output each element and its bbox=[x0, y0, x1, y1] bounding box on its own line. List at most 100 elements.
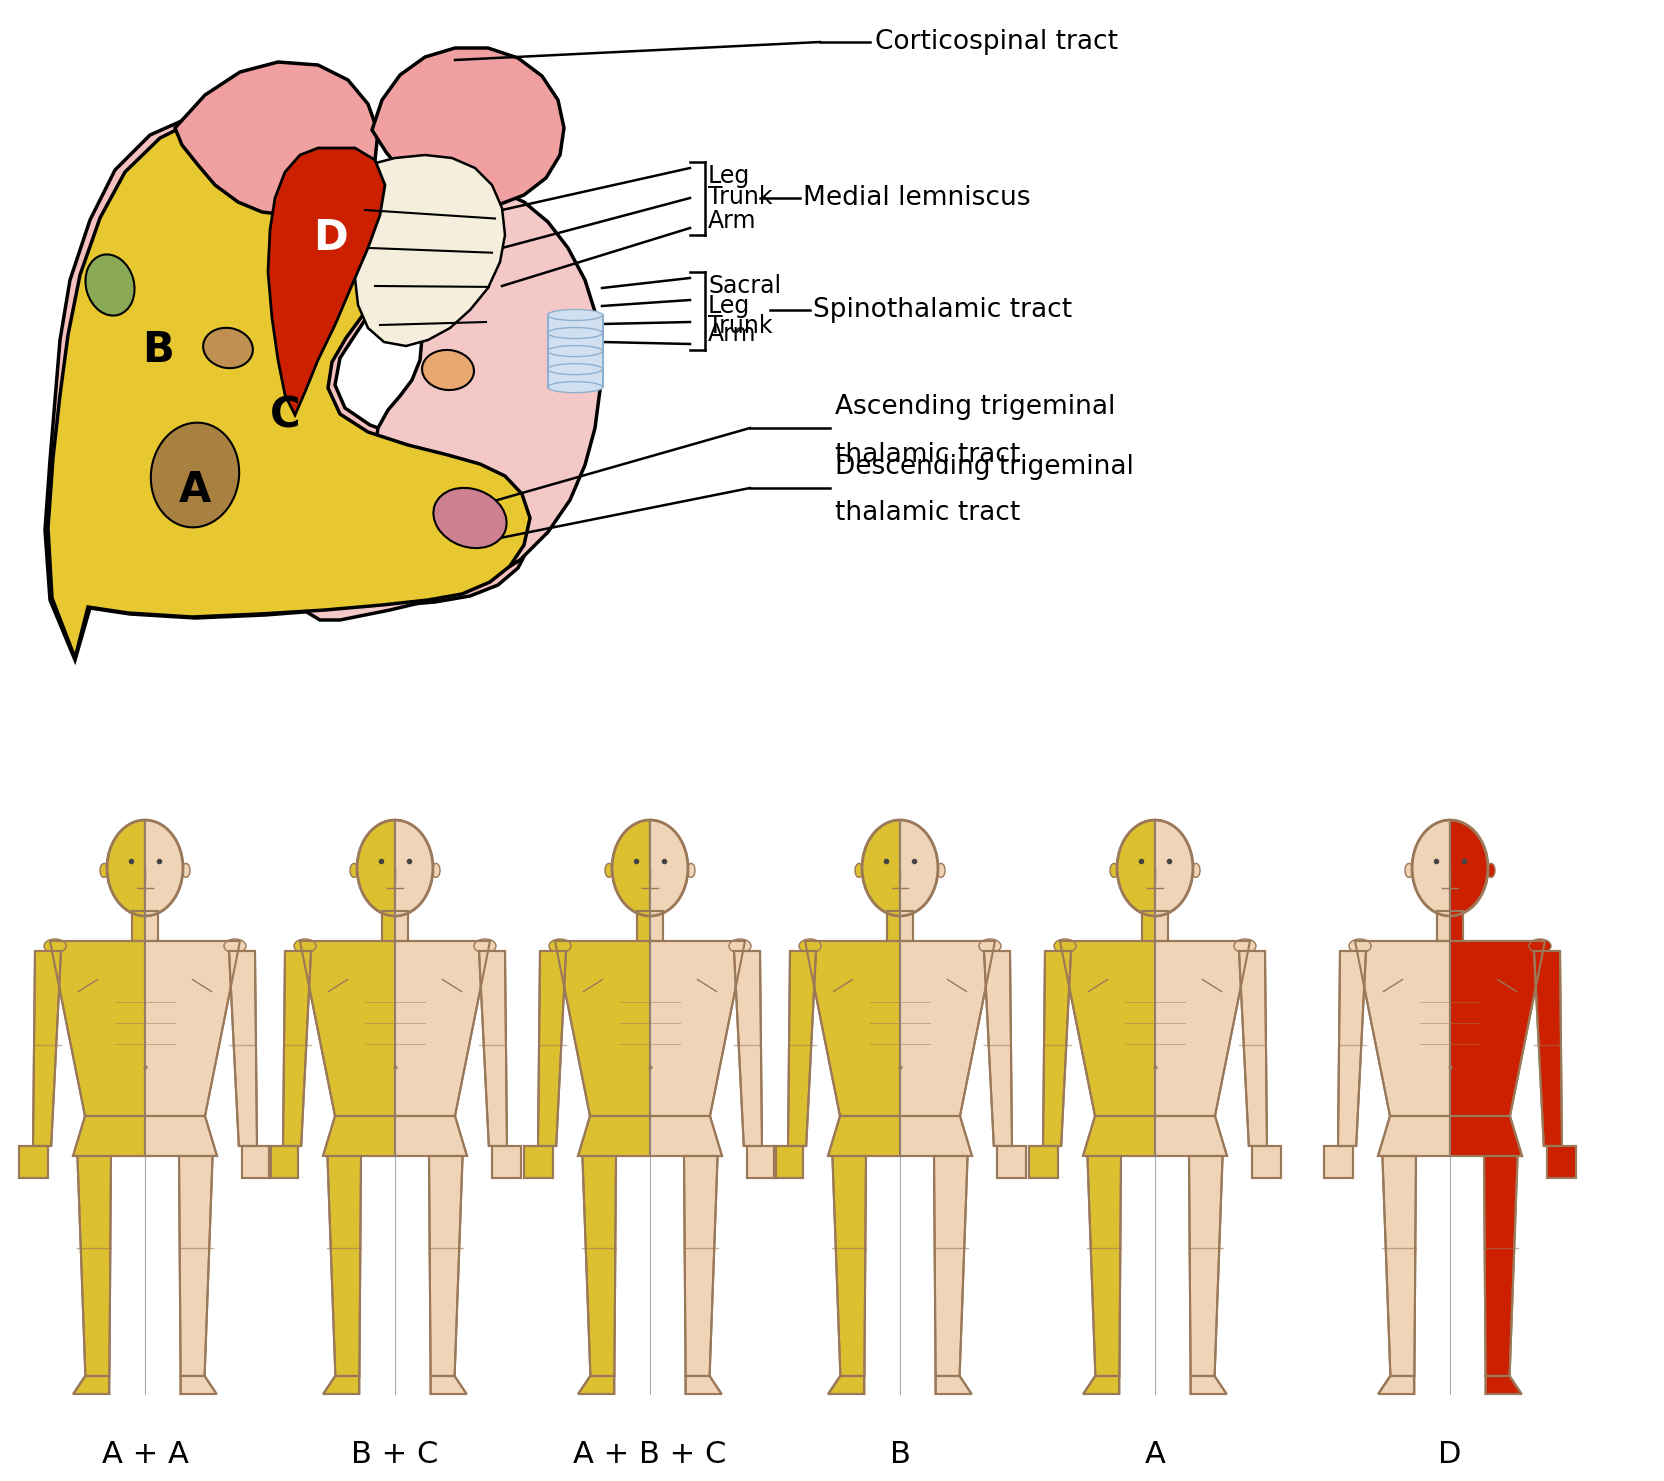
Ellipse shape bbox=[606, 863, 612, 877]
Polygon shape bbox=[358, 820, 394, 917]
Polygon shape bbox=[734, 951, 762, 1146]
Polygon shape bbox=[1191, 1376, 1226, 1394]
Polygon shape bbox=[1043, 951, 1072, 1146]
Polygon shape bbox=[651, 940, 745, 1117]
Polygon shape bbox=[383, 911, 394, 940]
Ellipse shape bbox=[547, 382, 602, 392]
Bar bbox=[547, 315, 602, 387]
Polygon shape bbox=[394, 1117, 468, 1157]
Text: A: A bbox=[178, 469, 211, 511]
Polygon shape bbox=[577, 1117, 651, 1157]
Text: Leg: Leg bbox=[707, 164, 750, 188]
Polygon shape bbox=[983, 951, 1012, 1146]
Polygon shape bbox=[270, 1146, 298, 1177]
Text: Trunk: Trunk bbox=[707, 185, 772, 209]
Ellipse shape bbox=[1053, 939, 1077, 952]
Ellipse shape bbox=[1529, 939, 1551, 952]
Text: A + B + C: A + B + C bbox=[574, 1440, 727, 1469]
Polygon shape bbox=[935, 1376, 972, 1394]
Polygon shape bbox=[268, 148, 384, 415]
Polygon shape bbox=[900, 911, 914, 940]
Ellipse shape bbox=[687, 863, 696, 877]
Polygon shape bbox=[774, 1146, 802, 1177]
Polygon shape bbox=[145, 1117, 216, 1157]
Text: A + A: A + A bbox=[102, 1440, 188, 1469]
Text: Sacral: Sacral bbox=[707, 274, 780, 298]
Text: B + C: B + C bbox=[351, 1440, 439, 1469]
Polygon shape bbox=[1354, 940, 1449, 1117]
Ellipse shape bbox=[85, 255, 135, 315]
Text: Spinothalamic tract: Spinothalamic tract bbox=[814, 298, 1072, 323]
Polygon shape bbox=[354, 156, 504, 347]
Text: thalamic tract: thalamic tract bbox=[835, 501, 1020, 526]
Ellipse shape bbox=[203, 327, 253, 369]
Text: A: A bbox=[1145, 1440, 1165, 1469]
Ellipse shape bbox=[1488, 863, 1494, 877]
Polygon shape bbox=[934, 1157, 967, 1376]
Polygon shape bbox=[73, 1117, 145, 1157]
Polygon shape bbox=[328, 1157, 361, 1376]
Polygon shape bbox=[431, 1376, 466, 1394]
Ellipse shape bbox=[978, 939, 1002, 952]
Polygon shape bbox=[805, 940, 900, 1117]
Polygon shape bbox=[33, 951, 62, 1146]
Text: Arm: Arm bbox=[707, 321, 757, 347]
Ellipse shape bbox=[181, 863, 190, 877]
Text: thalamic tract: thalamic tract bbox=[835, 441, 1020, 468]
Ellipse shape bbox=[1191, 863, 1200, 877]
Ellipse shape bbox=[729, 939, 750, 952]
Polygon shape bbox=[1325, 1146, 1353, 1177]
Text: Medial lemniscus: Medial lemniscus bbox=[804, 185, 1030, 210]
Polygon shape bbox=[78, 1157, 111, 1376]
Polygon shape bbox=[1155, 911, 1168, 940]
Text: D: D bbox=[313, 218, 348, 259]
Polygon shape bbox=[394, 820, 433, 917]
Ellipse shape bbox=[549, 939, 571, 952]
Polygon shape bbox=[686, 1376, 722, 1394]
Polygon shape bbox=[582, 1157, 616, 1376]
Polygon shape bbox=[1253, 1146, 1281, 1177]
Text: Trunk: Trunk bbox=[707, 314, 772, 338]
Polygon shape bbox=[493, 1146, 521, 1177]
Polygon shape bbox=[145, 911, 158, 940]
Text: Arm: Arm bbox=[707, 209, 757, 233]
Polygon shape bbox=[1449, 940, 1544, 1117]
Polygon shape bbox=[862, 820, 900, 917]
Polygon shape bbox=[394, 940, 489, 1117]
Polygon shape bbox=[1083, 1117, 1155, 1157]
Ellipse shape bbox=[100, 863, 108, 877]
Polygon shape bbox=[684, 1157, 717, 1376]
Polygon shape bbox=[612, 820, 651, 917]
Polygon shape bbox=[747, 1146, 775, 1177]
Polygon shape bbox=[651, 820, 687, 917]
Ellipse shape bbox=[349, 863, 358, 877]
Polygon shape bbox=[181, 1376, 216, 1394]
Polygon shape bbox=[1378, 1117, 1449, 1157]
Polygon shape bbox=[829, 1376, 864, 1394]
Polygon shape bbox=[1449, 820, 1488, 917]
Text: Corticospinal tract: Corticospinal tract bbox=[875, 30, 1118, 55]
Polygon shape bbox=[900, 940, 995, 1117]
Ellipse shape bbox=[225, 939, 246, 952]
Polygon shape bbox=[651, 911, 662, 940]
Polygon shape bbox=[48, 110, 531, 658]
Ellipse shape bbox=[799, 939, 820, 952]
Polygon shape bbox=[145, 820, 183, 917]
Ellipse shape bbox=[547, 364, 602, 375]
Polygon shape bbox=[243, 1146, 271, 1177]
Ellipse shape bbox=[1235, 939, 1256, 952]
Polygon shape bbox=[1240, 951, 1266, 1146]
Polygon shape bbox=[300, 184, 601, 621]
Polygon shape bbox=[73, 1376, 110, 1394]
Polygon shape bbox=[789, 951, 815, 1146]
Polygon shape bbox=[175, 62, 378, 215]
Polygon shape bbox=[1087, 1157, 1122, 1376]
Ellipse shape bbox=[1404, 863, 1413, 877]
Polygon shape bbox=[1190, 1157, 1223, 1376]
Polygon shape bbox=[1378, 1376, 1414, 1394]
Ellipse shape bbox=[151, 422, 240, 527]
Polygon shape bbox=[1438, 911, 1449, 940]
Ellipse shape bbox=[433, 487, 506, 548]
Text: Descending trigeminal: Descending trigeminal bbox=[835, 455, 1133, 480]
Ellipse shape bbox=[423, 350, 474, 390]
